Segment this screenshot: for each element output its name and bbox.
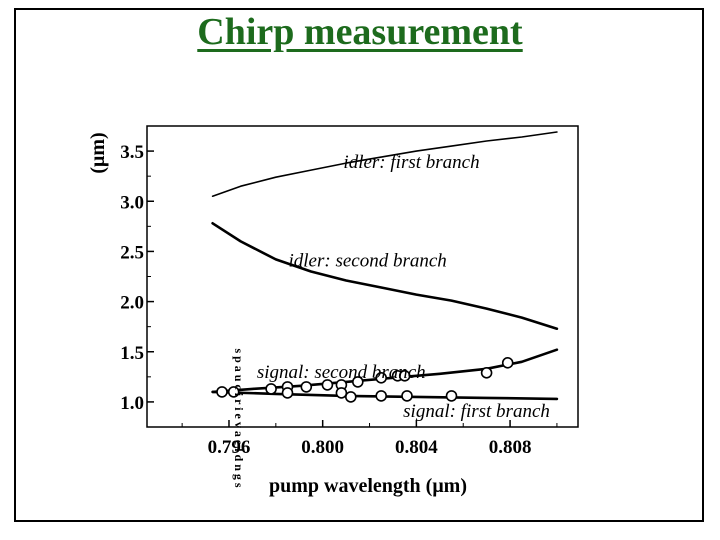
x-tick-label: 0.808	[489, 437, 532, 458]
curve-label: signal: second branch	[257, 362, 426, 383]
y-tick-label: 3.0	[120, 192, 144, 213]
data-point	[227, 386, 240, 398]
chart-text: pump wavelength (μm) (μm) s p a u c i r …	[87, 132, 550, 497]
y-tick-label: 1.0	[120, 393, 144, 414]
series-line	[211, 131, 558, 197]
y-tick-label: 2.5	[120, 242, 144, 263]
chart-markers	[216, 356, 514, 403]
x-tick-label: 0.800	[301, 437, 344, 458]
stray-label-text: s p a u c i r i e v a e l d n g s	[232, 348, 246, 487]
data-point	[445, 390, 458, 402]
y-tick-label: 3.5	[120, 142, 144, 163]
data-point	[501, 356, 514, 369]
x-tick-label: 0.796	[208, 437, 251, 458]
x-axis-title: pump wavelength (μm)	[269, 475, 467, 497]
data-point	[321, 379, 334, 391]
data-point	[344, 391, 357, 403]
slide-frame	[14, 8, 704, 522]
data-point	[375, 390, 388, 402]
data-point	[398, 369, 411, 382]
data-point	[351, 376, 364, 388]
curve-label: signal: first branch	[403, 401, 550, 422]
data-point	[281, 387, 294, 399]
data-point	[300, 381, 313, 393]
data-point	[335, 387, 348, 399]
x-tick-label: 0.804	[395, 437, 438, 458]
series-line	[211, 222, 559, 331]
data-point	[480, 366, 493, 379]
data-point	[375, 371, 388, 384]
data-point	[216, 386, 228, 398]
slide-title: Chirp measurement	[197, 11, 523, 53]
data-point	[401, 390, 413, 402]
y-axis-title: (μm)	[87, 132, 109, 173]
data-point	[265, 383, 277, 395]
chart-axes	[146, 125, 579, 428]
y-tick-label: 2.0	[120, 293, 144, 314]
curve-label: idler: first branch	[343, 152, 479, 173]
curve-label: idler: second branch	[288, 251, 446, 272]
y-tick-label: 1.5	[120, 343, 144, 364]
